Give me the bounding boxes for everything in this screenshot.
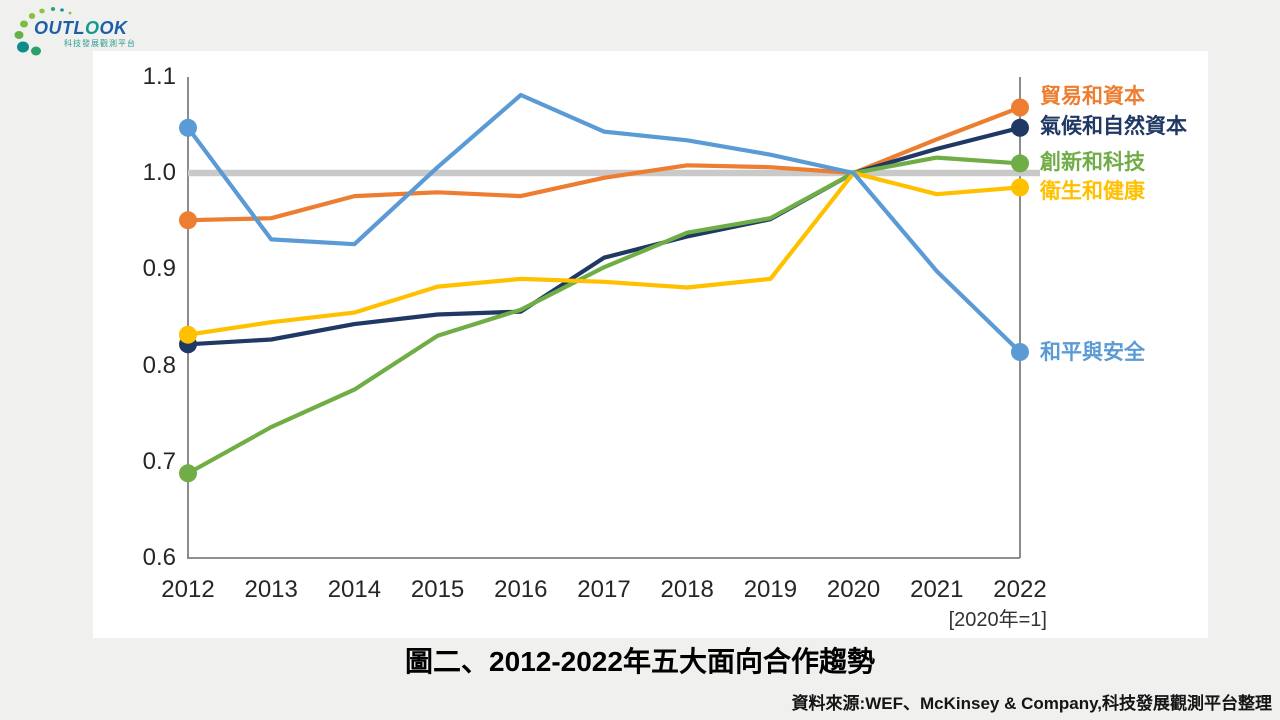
logo-wordmark: OUTLOOK — [34, 18, 128, 38]
x-axis-tick-label: 2013 — [244, 576, 298, 603]
x-axis-tick-label: 2014 — [327, 576, 382, 603]
legend-label: 衛生和健康 — [1040, 180, 1145, 204]
outlook-logo: OUTLOOK 科技發展觀測平台 — [12, 5, 172, 56]
legend-label: 貿易和資本 — [1040, 84, 1145, 108]
y-axis-tick-label: 0.6 — [142, 544, 176, 571]
chart-panel — [93, 51, 1208, 638]
x-axis-tick-label: 2021 — [910, 576, 964, 603]
logo-word-start: OUTL — [34, 18, 85, 38]
x-axis-tick-label: 2018 — [660, 576, 714, 603]
x-axis-tick-label: 2019 — [743, 576, 798, 603]
x-axis-tick-label: 2020 — [826, 576, 881, 603]
logo-word-accent-o: O — [85, 18, 100, 38]
y-axis-tick-label: 0.7 — [142, 447, 176, 475]
legend-label: 創新和科技 — [1040, 151, 1145, 175]
x-axis-tick-label: 2016 — [494, 576, 548, 603]
figure-caption: 圖二、2012-2022年五大面向合作趨勢 — [405, 646, 875, 677]
legend-label: 和平與安全 — [1040, 341, 1145, 365]
axis-note: [2020年=1] — [948, 609, 1047, 631]
y-axis-tick-label: 1.1 — [142, 62, 176, 90]
line-chart — [179, 77, 1040, 559]
logo-subtext: 科技發展觀測平台 — [64, 39, 136, 48]
y-axis-tick-label: 1.0 — [142, 159, 176, 186]
source-credit: 資料來源:WEF、McKinsey & Company,科技發展觀測平台整理 — [791, 694, 1272, 713]
x-axis-tick-label: 2015 — [410, 576, 465, 603]
logo-dots-swirl-icon — [14, 7, 72, 56]
logo-word-end: OK — [99, 18, 128, 38]
x-axis-tick-label: 2012 — [161, 576, 215, 603]
legend-label: 氣候和自然資本 — [1040, 114, 1187, 138]
y-axis-tick-label: 0.8 — [142, 351, 176, 379]
x-axis-tick-label: 2017 — [577, 576, 631, 603]
y-axis-tick-label: 0.9 — [142, 255, 176, 283]
x-axis-tick-label: 2022 — [993, 576, 1047, 603]
